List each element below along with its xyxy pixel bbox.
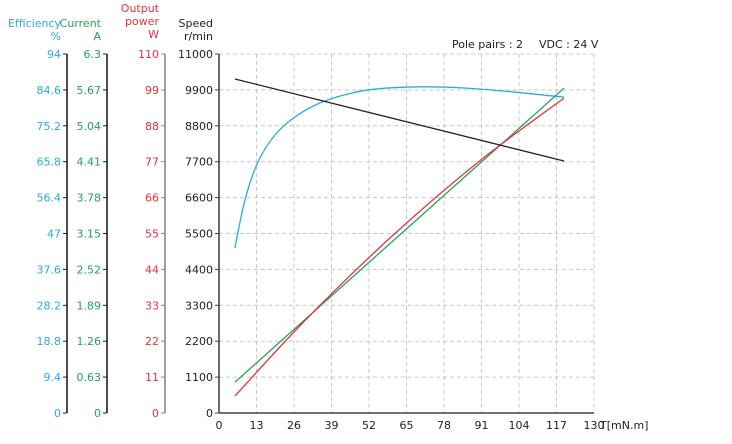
efficiency-tick-label: 84.6 <box>37 84 62 97</box>
x-tick-label: 13 <box>250 419 264 432</box>
efficiency-tick-label: 47 <box>47 228 61 241</box>
speed-axis-title: r/min <box>184 30 213 43</box>
x-tick-label: 130 <box>584 419 605 432</box>
efficiency-tick-label: 37.6 <box>37 263 62 276</box>
speed-tick-label: 11000 <box>178 48 213 61</box>
efficiency-tick-label: 56.4 <box>37 192 62 205</box>
speed-tick-label: 6600 <box>185 192 213 205</box>
speed-curve <box>234 78 565 162</box>
speed-axis-title: Speed <box>179 17 213 30</box>
power-tick-label: 22 <box>145 335 159 348</box>
current-tick-label: 3.15 <box>77 228 102 241</box>
efficiency-axis-title: % <box>51 30 61 43</box>
power-tick-label: 33 <box>145 299 159 312</box>
x-tick-label: 52 <box>362 419 376 432</box>
power-tick-label: 55 <box>145 228 159 241</box>
efficiency-tick-label: 9.4 <box>44 371 62 384</box>
vdc-note: VDC : 24 V <box>539 38 599 51</box>
efficiency-axis-title: Efficiency <box>8 17 61 30</box>
speed-tick-label: 8800 <box>185 120 213 133</box>
current-curve <box>234 87 565 383</box>
current-tick-label: 0 <box>94 407 101 420</box>
current-axis-title: A <box>93 30 101 43</box>
efficiency-tick-label: 0 <box>54 407 61 420</box>
pole-pairs-note: Pole pairs : 2 <box>452 38 523 51</box>
efficiency-curve <box>234 86 565 249</box>
power-tick-label: 88 <box>145 120 159 133</box>
efficiency-tick-label: 65.8 <box>37 156 62 169</box>
speed-tick-label: 7700 <box>185 156 213 169</box>
current-tick-label: 3.78 <box>77 192 102 205</box>
power-tick-label: 0 <box>152 407 159 420</box>
current-tick-label: 6.3 <box>84 48 102 61</box>
speed-tick-label: 1100 <box>185 371 213 384</box>
current-tick-label: 5.67 <box>77 84 102 97</box>
power-tick-label: 66 <box>145 192 159 205</box>
current-tick-label: 4.41 <box>77 156 102 169</box>
x-tick-label: 65 <box>400 419 414 432</box>
current-tick-label: 1.89 <box>77 299 102 312</box>
power-curve <box>234 97 565 397</box>
efficiency-tick-label: 94 <box>47 48 61 61</box>
power-tick-label: 44 <box>145 263 159 276</box>
power-tick-label: 110 <box>138 48 159 61</box>
x-tick-label: 91 <box>475 419 489 432</box>
power-axis-title: power <box>125 15 159 28</box>
speed-tick-label: 9900 <box>185 84 213 97</box>
x-tick-label: 104 <box>509 419 530 432</box>
x-tick-label: 78 <box>437 419 451 432</box>
speed-tick-label: 5500 <box>185 228 213 241</box>
x-tick-label: 0 <box>216 419 223 432</box>
x-tick-label: 117 <box>546 419 567 432</box>
speed-tick-label: 0 <box>206 407 213 420</box>
current-tick-label: 2.52 <box>77 263 102 276</box>
x-tick-label: 26 <box>287 419 301 432</box>
speed-tick-label: 3300 <box>185 299 213 312</box>
power-tick-label: 77 <box>145 156 159 169</box>
power-tick-label: 11 <box>145 371 159 384</box>
x-axis-label: T[mN.m] <box>599 419 648 432</box>
power-tick-label: 99 <box>145 84 159 97</box>
current-tick-label: 0.63 <box>77 371 102 384</box>
speed-tick-label: 4400 <box>185 263 213 276</box>
current-tick-label: 1.26 <box>77 335 102 348</box>
speed-tick-label: 2200 <box>185 335 213 348</box>
current-tick-label: 5.04 <box>77 120 102 133</box>
efficiency-tick-label: 18.8 <box>37 335 62 348</box>
current-axis-title: Current <box>60 17 102 30</box>
efficiency-tick-label: 28.2 <box>37 299 62 312</box>
x-tick-label: 39 <box>325 419 339 432</box>
power-axis-title: W <box>148 28 159 41</box>
power-axis-title: Output <box>121 2 160 15</box>
efficiency-tick-label: 75.2 <box>37 120 62 133</box>
